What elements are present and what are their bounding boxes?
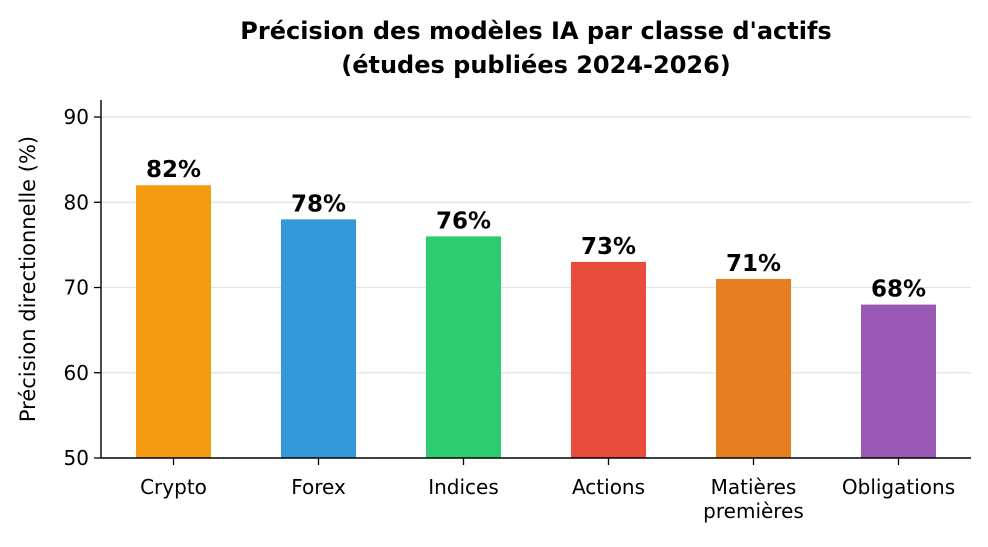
data-label: 78% <box>291 191 346 217</box>
bar <box>281 219 356 458</box>
axes <box>100 100 971 459</box>
x-tick-label: Matières <box>711 475 797 499</box>
data-label: 76% <box>436 208 491 234</box>
x-tick-label: Forex <box>291 475 346 499</box>
bar <box>716 279 791 458</box>
y-axis-label: Précision directionnelle (%) <box>16 136 40 422</box>
x-tick-label: Crypto <box>140 475 207 499</box>
y-axis-ticks: 50 60 70 80 90 <box>64 105 101 470</box>
x-tick-label: Obligations <box>842 475 955 499</box>
data-label: 82% <box>146 157 201 183</box>
x-tick-label: premières <box>703 499 804 523</box>
data-label: 73% <box>581 234 636 260</box>
y-tick-label: 60 <box>64 361 89 385</box>
data-label: 68% <box>871 277 926 303</box>
bar <box>861 304 936 458</box>
chart-title-line-2: (études publiées 2024-2026) <box>341 51 731 79</box>
value-labels: 82% 78% 76% 73% 71% 68% <box>146 157 926 302</box>
bar <box>571 261 646 458</box>
chart-title-line-1: Précision des modèles IA par classe d'ac… <box>240 17 832 45</box>
y-tick-label: 70 <box>64 276 89 300</box>
y-tick-label: 90 <box>64 105 89 129</box>
bars <box>136 185 936 458</box>
x-tick-label: Actions <box>572 475 645 499</box>
x-axis-ticks: Crypto Forex Indices Actions Matièrespremièr… <box>140 458 955 523</box>
x-tick-label: Indices <box>428 475 499 499</box>
bar <box>426 236 501 458</box>
bar <box>136 185 211 458</box>
gridlines <box>101 116 971 374</box>
y-tick-label: 50 <box>64 446 89 470</box>
y-tick-label: 80 <box>64 190 89 214</box>
data-label: 71% <box>726 251 781 277</box>
